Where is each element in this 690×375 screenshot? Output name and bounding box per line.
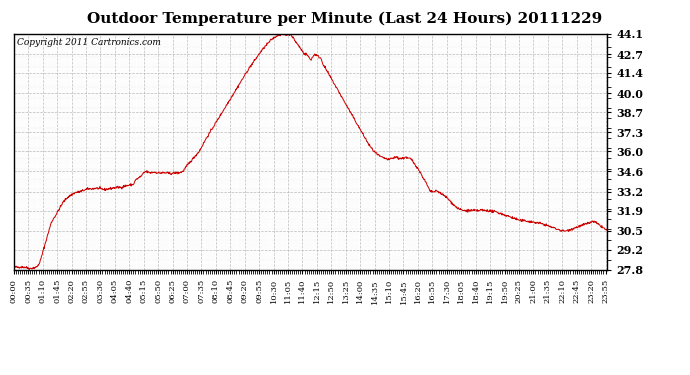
Text: Copyright 2011 Cartronics.com: Copyright 2011 Cartronics.com xyxy=(17,39,161,48)
Text: Outdoor Temperature per Minute (Last 24 Hours) 20111229: Outdoor Temperature per Minute (Last 24 … xyxy=(88,11,602,26)
